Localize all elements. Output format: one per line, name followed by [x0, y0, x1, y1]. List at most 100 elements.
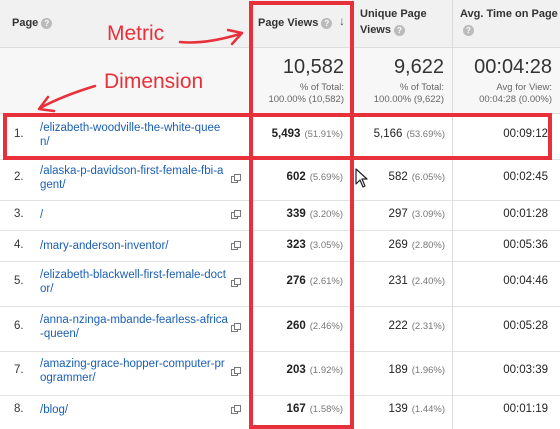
totals-avg-time: 00:04:28 Avg for View: 00:04:28 (0.00%)	[452, 48, 560, 114]
page-link[interactable]: /blog/	[40, 404, 69, 416]
unique-views-percent: (2.80%)	[411, 240, 445, 251]
avg-time-value: 00:01:19	[503, 403, 548, 415]
total-value: 00:04:28	[474, 56, 552, 78]
row-index: 1.	[14, 128, 24, 140]
total-percent: 100.00% (10,582)	[268, 94, 344, 105]
header-page-label: Page	[12, 17, 39, 29]
mouse-cursor-icon	[355, 168, 368, 188]
total-value: 10,582	[282, 56, 344, 78]
open-in-new-window-icon[interactable]	[231, 210, 241, 219]
sort-desc-icon[interactable]: ↓	[339, 14, 345, 28]
page-views-value: 276	[286, 275, 306, 287]
unique-views-percent: (1.96%)	[411, 365, 445, 376]
page-views-percent: (1.92%)	[309, 365, 343, 376]
unique-views-percent: (6.05%)	[411, 172, 445, 183]
avg-time-value: 00:05:36	[503, 239, 548, 251]
avg-time-value: 00:01:28	[503, 208, 548, 220]
header-unique-page-views-label: Unique Page Views	[360, 8, 427, 36]
help-icon[interactable]: ?	[41, 17, 53, 29]
avg-time-value: 00:03:39	[503, 364, 548, 376]
page-link[interactable]: /anna-nzinga-mbande-fearless-africa-quee…	[40, 314, 228, 340]
row-index: 7.	[14, 364, 24, 376]
open-in-new-window-icon[interactable]	[231, 241, 241, 250]
unique-views-percent: (2.40%)	[411, 276, 445, 287]
header-page[interactable]: Page?	[0, 0, 252, 48]
row-index: 2.	[14, 171, 24, 183]
unique-views-value: 582	[388, 171, 408, 183]
open-in-new-window-icon[interactable]	[231, 323, 241, 332]
avg-time-value: 00:09:12	[503, 128, 548, 140]
metric-annotation-label: Metric	[107, 22, 165, 45]
column-divider	[452, 0, 453, 429]
table-row[interactable]: 2. /alaska-p-davidson-first-female-fbi-a…	[0, 159, 560, 201]
page-link[interactable]: /elizabeth-blackwell-first-female-doctor…	[40, 269, 226, 295]
metric-arrow-icon	[178, 32, 242, 44]
row-index: 8.	[14, 403, 24, 415]
page-views-value: 167	[286, 403, 306, 415]
metric-highlight-box	[249, 1, 354, 429]
page-views-value: 323	[286, 239, 306, 251]
help-icon[interactable]: ?	[463, 24, 474, 36]
page-views-percent: (1.58%)	[309, 404, 343, 415]
open-in-new-window-icon[interactable]	[231, 405, 241, 414]
page-views-percent: (2.46%)	[309, 321, 343, 332]
page-views-value: 5,493	[271, 128, 301, 140]
page-views-percent: (3.05%)	[309, 240, 343, 251]
page-link[interactable]: /elizabeth-woodville-the-white-queen/	[40, 122, 221, 148]
total-percent: 100.00% (9,622)	[373, 94, 444, 105]
dimension-annotation-label: Dimension	[104, 70, 204, 93]
unique-views-percent: (1.44%)	[411, 404, 445, 415]
page-link[interactable]: /mary-anderson-inventor/	[40, 240, 169, 252]
header-avg-time-label: Avg. Time on Page	[460, 8, 558, 20]
total-caption: % of Total:	[399, 82, 444, 93]
row-index: 5.	[14, 275, 24, 287]
open-in-new-window-icon[interactable]	[231, 174, 241, 183]
total-caption: % of Total:	[299, 82, 344, 93]
table-row[interactable]: 3. / 339 (3.20%) 297 (3.09%) 00:01:28	[0, 200, 560, 231]
total-value: 9,622	[393, 56, 444, 78]
page-views-value: 203	[286, 364, 306, 376]
page-link[interactable]: /	[40, 209, 44, 221]
table-row[interactable]: 5. /elizabeth-blackwell-first-female-doc…	[0, 261, 560, 307]
row-index: 3.	[14, 208, 24, 220]
unique-views-value: 5,166	[373, 128, 403, 140]
avg-time-value: 00:05:28	[503, 320, 548, 332]
page-views-value: 339	[286, 208, 306, 220]
row-index: 6.	[14, 320, 24, 332]
unique-views-percent: (3.09%)	[411, 209, 445, 220]
table-row[interactable]: 4. /mary-anderson-inventor/ 323 (3.05%) 2…	[0, 230, 560, 262]
unique-views-value: 297	[388, 208, 408, 220]
dimension-highlight-box	[3, 113, 552, 160]
header-page-views-label: Page Views	[258, 17, 319, 29]
page-views-value: 260	[286, 320, 306, 332]
help-icon[interactable]: ?	[321, 17, 333, 29]
page-link[interactable]: /alaska-p-davidson-first-female-fbi-agen…	[40, 165, 224, 191]
open-in-new-window-icon[interactable]	[231, 278, 241, 287]
totals-unique-page-views: 9,622 % of Total: 100.00% (9,622)	[352, 48, 452, 114]
table-row[interactable]: 7. /amazing-grace-hopper-computer-progra…	[0, 351, 560, 396]
unique-views-percent: (2.31%)	[411, 321, 445, 332]
totals-page-views: 10,582 % of Total: 100.00% (10,582)	[252, 48, 352, 114]
avg-time-value: 00:02:45	[503, 171, 548, 183]
header-unique-page-views[interactable]: Unique Page Views?	[352, 0, 452, 48]
page-views-value: 602	[286, 171, 306, 183]
help-icon[interactable]: ?	[394, 24, 405, 36]
total-percent: 00:04:28 (0.00%)	[479, 94, 552, 105]
header-avg-time[interactable]: Avg. Time on Page?	[452, 0, 560, 48]
page-link[interactable]: /amazing-grace-hopper-computer-programme…	[40, 358, 225, 384]
avg-time-value: 00:04:46	[503, 275, 548, 287]
dimension-arrow-icon	[38, 84, 97, 110]
table-row[interactable]: 8. /blog/ 167 (1.58%) 139 (1.44%) 00:01:19	[0, 395, 560, 429]
page-views-percent: (2.61%)	[309, 276, 343, 287]
row-index: 4.	[14, 239, 24, 251]
unique-views-value: 189	[388, 364, 408, 376]
unique-views-percent: (53.69%)	[406, 129, 445, 140]
table-row[interactable]: 6. /anna-nzinga-mbande-fearless-africa-q…	[0, 306, 560, 352]
open-in-new-window-icon[interactable]	[231, 367, 241, 376]
unique-views-value: 269	[388, 239, 408, 251]
header-page-views[interactable]: Page Views? ↓	[252, 0, 352, 48]
page-views-percent: (51.91%)	[304, 129, 343, 140]
page-views-percent: (3.20%)	[309, 209, 343, 220]
unique-views-value: 231	[388, 275, 408, 287]
